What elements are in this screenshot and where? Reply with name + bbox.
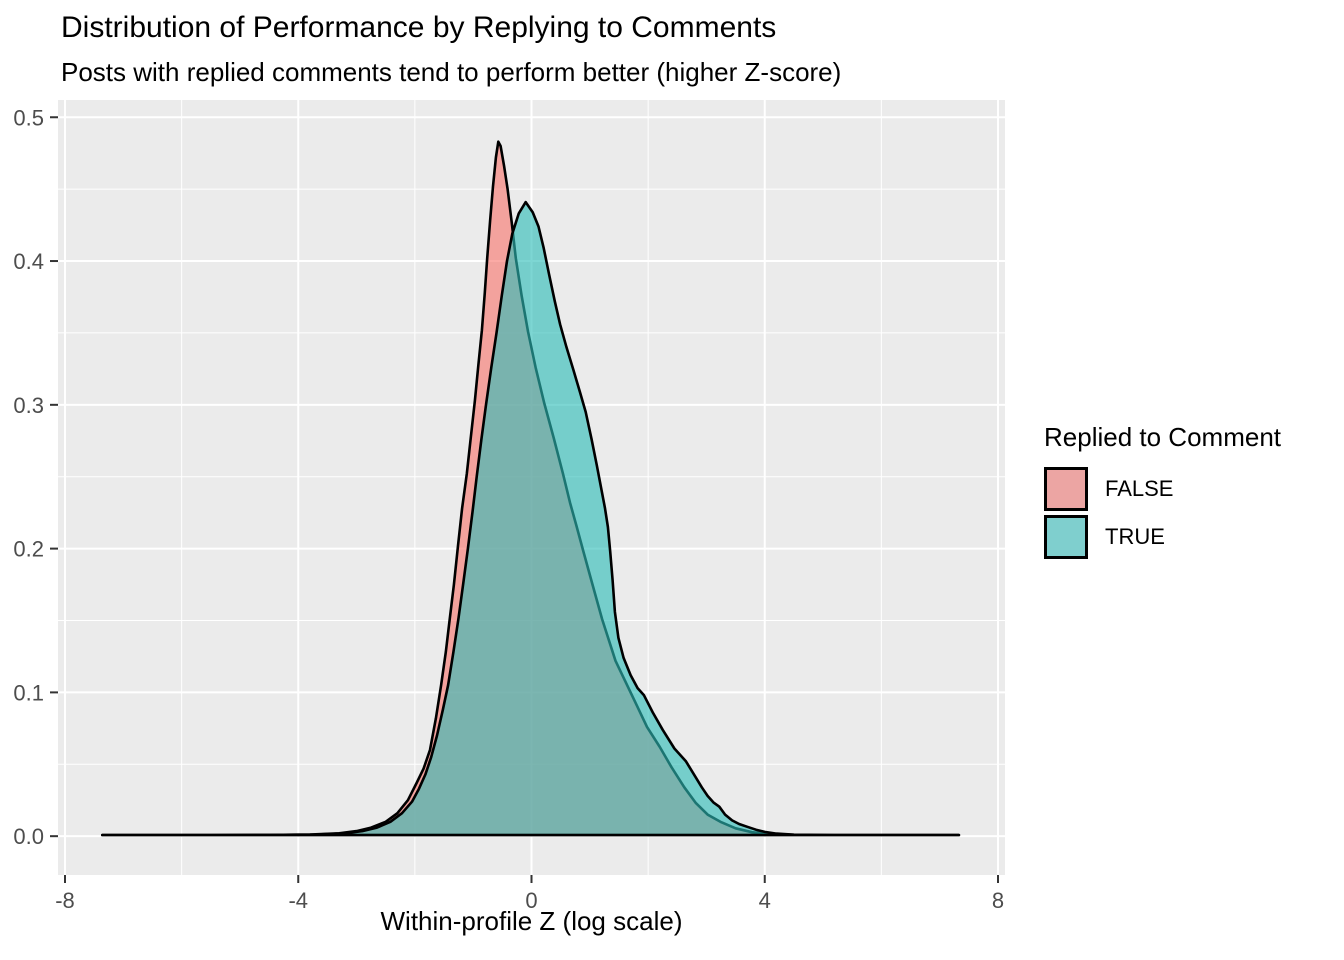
y-tick-label: 0.5 — [13, 105, 44, 130]
legend-item-false: FALSE — [1044, 467, 1281, 511]
chart-title: Distribution of Performance by Replying … — [61, 11, 777, 44]
legend-title: Replied to Comment — [1044, 422, 1281, 452]
x-tick-label: 4 — [759, 888, 771, 913]
y-tick-label: 0.0 — [13, 824, 44, 849]
y-tick-label: 0.4 — [13, 249, 44, 274]
legend-label-true: TRUE — [1105, 524, 1165, 549]
x-tick-label: -8 — [55, 888, 75, 913]
legend-swatch-false — [1044, 467, 1088, 511]
legend-item-true: TRUE — [1044, 515, 1281, 559]
legend-label-false: FALSE — [1105, 476, 1174, 501]
x-axis-title: Within-profile Z (log scale) — [380, 906, 683, 936]
x-tick-label: 0 — [525, 888, 537, 913]
y-tick-label: 0.3 — [13, 393, 44, 418]
x-tick-label: -4 — [288, 888, 308, 913]
x-tick-label: 8 — [992, 888, 1004, 913]
legend-swatch-true — [1044, 515, 1088, 559]
y-tick-label: 0.1 — [13, 680, 44, 705]
legend: Replied to Comment FALSE TRUE — [1044, 422, 1281, 563]
chart-subtitle: Posts with replied comments tend to perf… — [61, 57, 842, 87]
y-tick-label: 0.2 — [13, 537, 44, 562]
density-curve-true — [101, 200, 961, 837]
